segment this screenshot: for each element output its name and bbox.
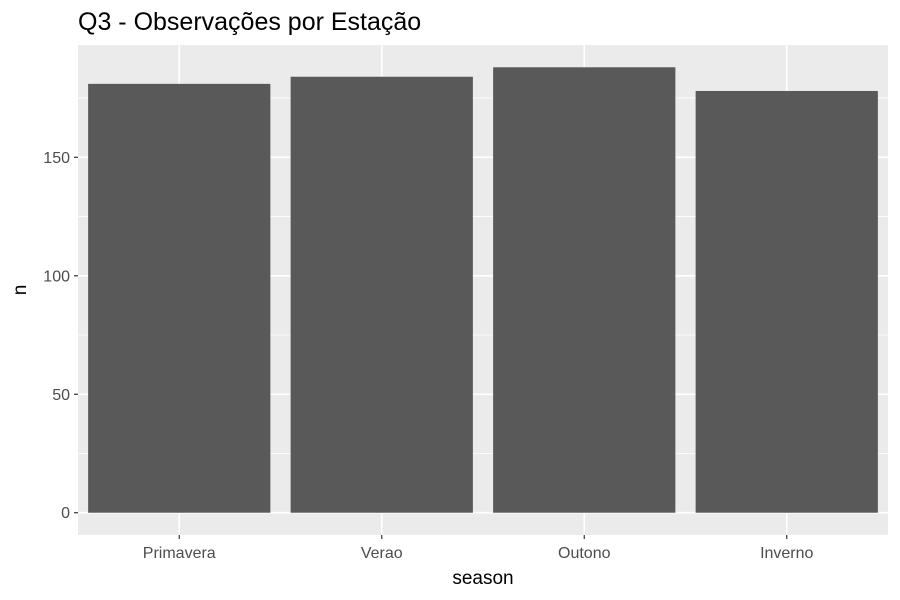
x-tick-label: Inverno <box>760 545 813 562</box>
bar-inverno <box>695 90 878 513</box>
y-tick-label: 50 <box>52 387 70 404</box>
x-tick-label: Outono <box>558 545 611 562</box>
bar-outono <box>493 67 676 513</box>
y-tick-label: 100 <box>43 268 70 285</box>
bar-series <box>88 67 878 513</box>
x-axis-title: season <box>452 568 513 589</box>
x-tick-label: Verao <box>361 545 403 562</box>
y-axis-title: n <box>10 285 31 296</box>
y-tick-label: 0 <box>61 505 70 522</box>
x-axis: Primavera Verao Outono Inverno <box>143 535 814 562</box>
y-axis: 0 50 100 150 <box>43 150 78 522</box>
bar-primavera <box>88 83 271 513</box>
bar-verao <box>290 76 473 513</box>
x-tick-label: Primavera <box>143 545 216 562</box>
chart-title: Q3 - Observações por Estação <box>78 8 421 36</box>
y-tick-label: 150 <box>43 150 70 167</box>
